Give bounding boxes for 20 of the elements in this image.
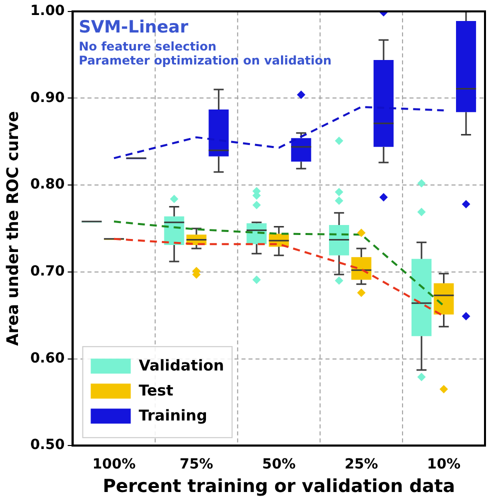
y-tick-label: 0.70	[30, 264, 65, 280]
x-tick-label: 75%	[180, 456, 214, 473]
x-tick-label: 100%	[92, 456, 136, 473]
x-tick-label: 25%	[344, 456, 378, 473]
legend-label: Test	[138, 381, 174, 400]
x-tick-label: 10%	[427, 456, 461, 473]
y-tick-label: 0.90	[30, 90, 65, 106]
x-axis-title: Percent training or validation data	[102, 476, 456, 497]
annotation: No feature selection	[78, 40, 216, 54]
y-tick-label: 0.50	[30, 437, 65, 454]
legend-label: Validation	[138, 356, 224, 374]
x-tick-label: 50%	[262, 456, 296, 473]
y-tick-label: 1.00	[30, 3, 65, 20]
annotation: SVM-Linear	[78, 17, 189, 38]
annotation: Parameter optimization on validation	[78, 54, 332, 68]
y-tick-label: 0.80	[30, 176, 65, 193]
y-axis-title: Area under the ROC curve	[2, 110, 22, 346]
legend-label: Training	[138, 406, 208, 424]
line-series	[112, 106, 445, 160]
y-tick-label: 0.60	[30, 350, 65, 366]
